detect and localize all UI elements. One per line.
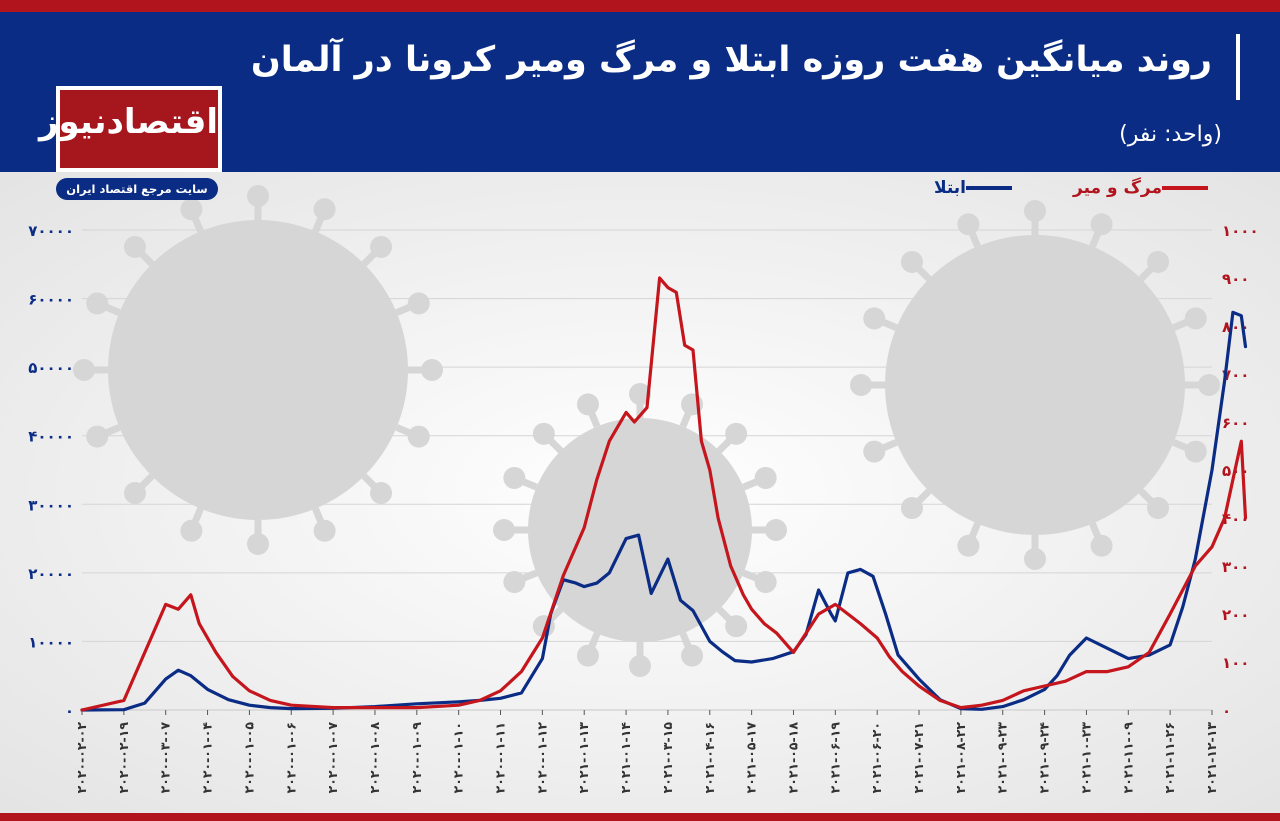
x-tick-label: ۲۰۲۰-۰۱-۰۸ bbox=[367, 722, 382, 794]
legend-item-cases: ابتلا bbox=[934, 178, 1020, 198]
x-tick-label: ۲۰۲۱-۰۵-۱۷ bbox=[744, 722, 759, 794]
bottom-accent-bar bbox=[0, 813, 1280, 821]
y-right-tick-label: ۶۰۰ bbox=[1222, 414, 1249, 432]
x-tick-label: ۲۰۲۱-۰۷-۲۱ bbox=[911, 722, 926, 793]
x-tick-label: ۲۰۲۰-۰۲-۰۲ bbox=[74, 722, 89, 794]
header-red-strip bbox=[0, 0, 1280, 12]
x-tick-label: ۲۰۲۱-۰۶-۲۰ bbox=[869, 722, 884, 793]
y-right-tick-label: ۷۰۰ bbox=[1222, 366, 1249, 384]
x-tick-label: ۲۰۲۱-۰۶-۱۹ bbox=[827, 722, 842, 794]
brand-logo-text: اقتصادنیوز bbox=[38, 102, 218, 142]
y-left-tick-label: ۵۰۰۰۰ bbox=[28, 359, 74, 377]
series-line-deaths bbox=[80, 276, 1248, 712]
legend-item-deaths: مرگ و میر bbox=[1073, 178, 1216, 198]
legend-swatch-cases bbox=[966, 186, 1012, 190]
y-right-tick-label: ۳۰۰ bbox=[1222, 558, 1249, 576]
virus-watermark-0 bbox=[73, 185, 443, 555]
virus-watermark-1 bbox=[850, 200, 1220, 570]
x-tick-label: ۲۰۲۱-۰۵-۱۸ bbox=[785, 722, 800, 794]
page-title: روند میانگین هفت روزه ابتلا و مرگ ومیر ک… bbox=[250, 40, 1212, 80]
x-tick-label: ۲۰۲۰-۰۲-۱۹ bbox=[116, 722, 131, 794]
x-tick-label: ۲۰۲۰-۰۱-۱۲ bbox=[534, 722, 549, 794]
y-left-tick-label: ۲۰۰۰۰ bbox=[28, 565, 74, 583]
x-tick-label: ۲۰۲۰-۰۱-۰۷ bbox=[325, 722, 340, 794]
series-line-cases bbox=[80, 310, 1248, 712]
brand-tagline: سایت مرجع اقتصاد ایران bbox=[56, 178, 218, 200]
legend-swatch-deaths bbox=[1162, 186, 1208, 190]
x-tick-label: ۲۰۲۱-۰۹-۲۳ bbox=[995, 722, 1010, 794]
legend-label-cases: ابتلا bbox=[933, 178, 966, 198]
x-tick-label: ۲۰۲۰-۰۳-۰۷ bbox=[158, 722, 173, 794]
brand-logo: اقتصادنیوز bbox=[38, 86, 222, 172]
x-tick-label: ۲۰۲۱-۱۱-۰۹ bbox=[1120, 722, 1135, 794]
y-left-tick-label: ۰ bbox=[65, 702, 74, 720]
y-left-tick-label: ۶۰۰۰۰ bbox=[28, 291, 74, 309]
x-tick-label: ۲۰۲۱-۱۰-۲۳ bbox=[1078, 722, 1093, 794]
x-tick-label: ۲۰۲۱-۱۲-۱۳ bbox=[1204, 722, 1219, 794]
y-left-tick-label: ۷۰۰۰۰ bbox=[28, 222, 74, 240]
unit-note: (واحد: نفر) bbox=[1119, 122, 1222, 147]
y-right-tick-label: ۸۰۰ bbox=[1222, 318, 1249, 336]
y-right-tick-label: ۲۰۰ bbox=[1222, 606, 1249, 624]
y-right-tick-label: ۱۰۰۰ bbox=[1222, 222, 1259, 240]
y-left-tick-label: ۳۰۰۰۰ bbox=[28, 496, 74, 514]
x-tick-label: ۲۰۲۱-۰۴-۱۶ bbox=[702, 722, 717, 793]
y-left-tick-label: ۴۰۰۰۰ bbox=[28, 428, 74, 446]
x-tick-label: ۲۰۲۱-۰۱-۱۴ bbox=[618, 722, 633, 794]
y-right-tick-label: ۹۰۰ bbox=[1222, 270, 1249, 288]
y-right-tick-label: ۰ bbox=[1222, 702, 1231, 720]
x-tick-label: ۲۰۲۱-۰۹-۲۴ bbox=[1037, 722, 1052, 794]
title-divider bbox=[1236, 34, 1240, 100]
x-tick-label: ۲۰۲۰-۰۱-۱۰ bbox=[451, 722, 466, 793]
x-tick-label: ۲۰۲۰-۰۱-۰۵ bbox=[241, 722, 256, 794]
x-tick-label: ۲۰۲۱-۱۱-۲۶ bbox=[1162, 722, 1177, 793]
x-tick-label: ۲۰۲۱-۰۸-۲۲ bbox=[953, 722, 968, 794]
legend-label-deaths: مرگ و میر bbox=[1073, 178, 1162, 198]
x-tick-label: ۲۰۲۱-۰۱-۱۳ bbox=[576, 722, 591, 794]
x-tick-label: ۲۰۲۱-۰۳-۱۵ bbox=[660, 722, 675, 794]
x-tick-label: ۲۰۲۰-۰۱-۰۴ bbox=[200, 722, 215, 794]
y-right-tick-label: ۱۰۰ bbox=[1222, 654, 1249, 672]
y-left-tick-label: ۱۰۰۰۰ bbox=[28, 633, 74, 651]
y-right-tick-label: ۴۰۰ bbox=[1222, 510, 1249, 528]
x-tick-label: ۲۰۲۰-۰۱-۱۱ bbox=[493, 722, 508, 793]
x-tick-label: ۲۰۲۰-۰۱-۰۶ bbox=[283, 722, 298, 793]
x-tick-label: ۲۰۲۰-۰۱-۰۹ bbox=[409, 722, 424, 794]
